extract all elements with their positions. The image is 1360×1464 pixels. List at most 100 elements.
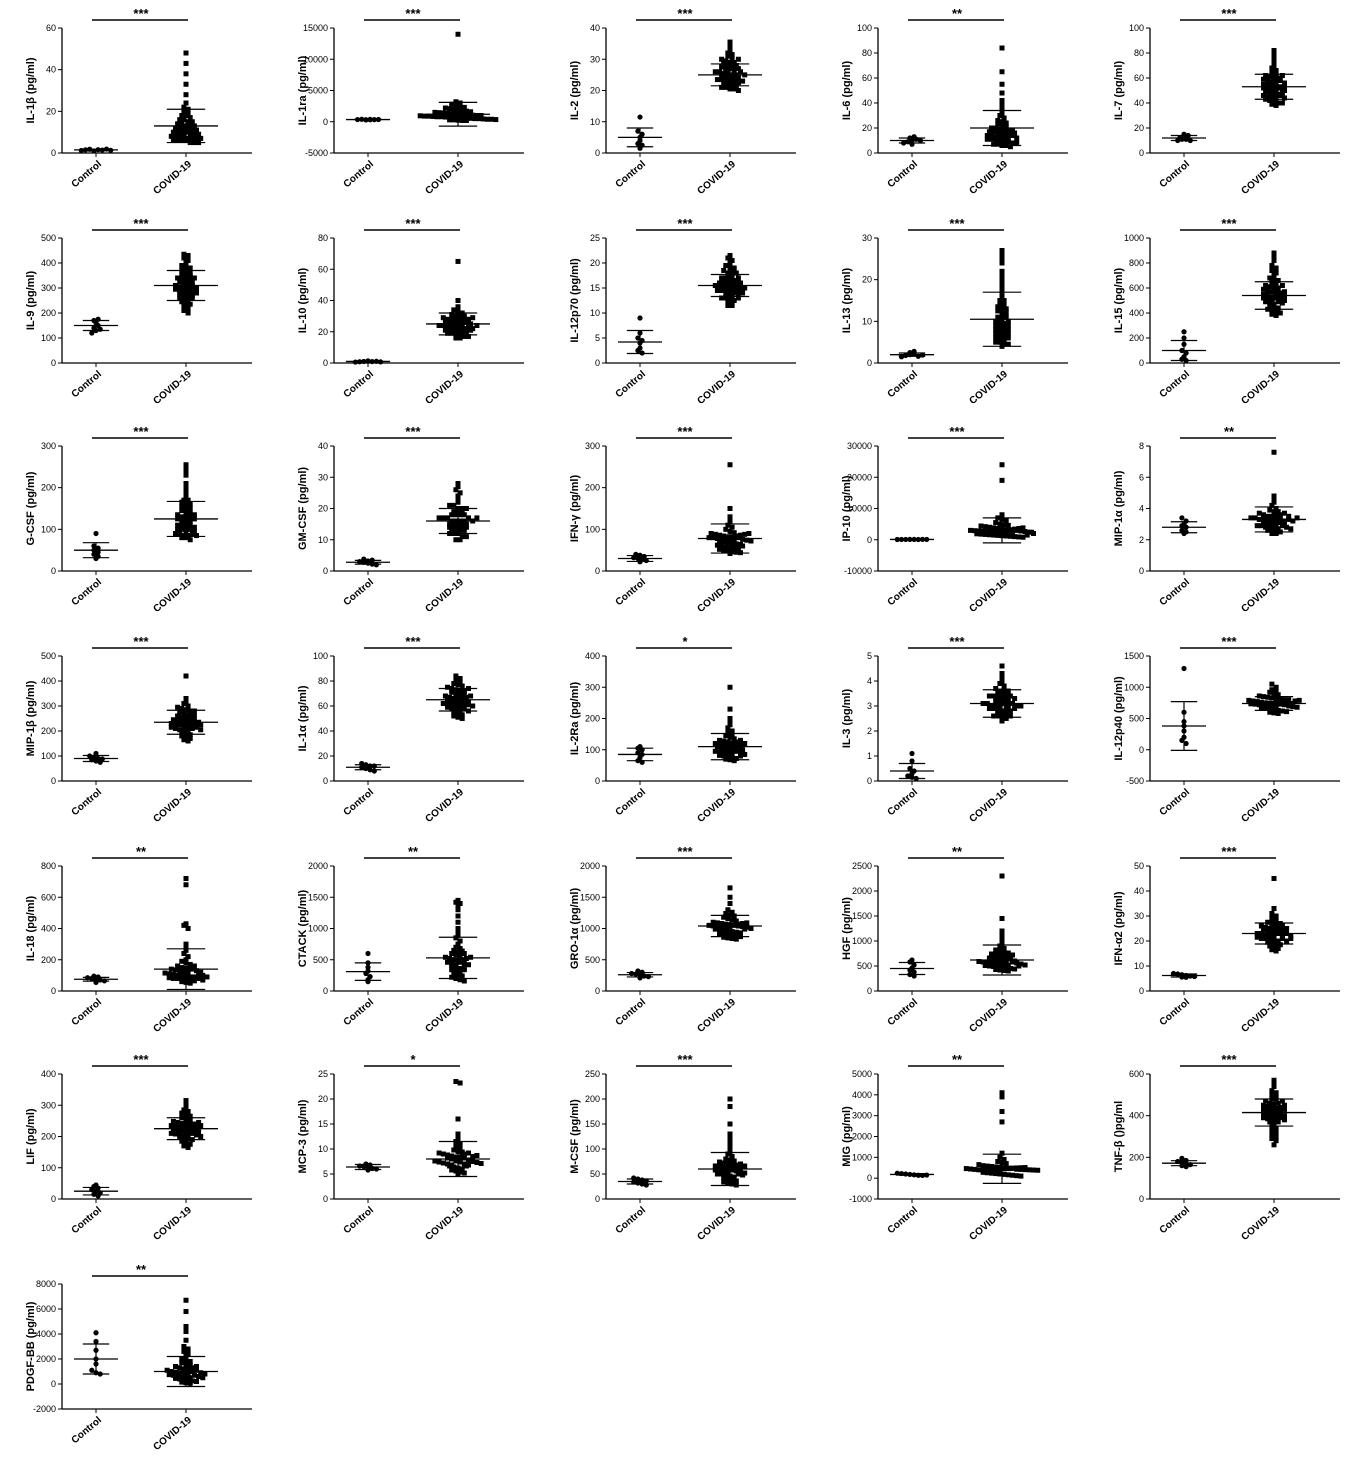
significance-label: ***: [677, 216, 693, 231]
data-point: [1003, 314, 1009, 320]
data-point: [710, 535, 716, 541]
data-point: [1269, 1127, 1275, 1133]
data-point: [980, 959, 986, 965]
chart-svg: 0 100 200 300 IFN-γ (pg/ml) Control COVID-19 **…: [569, 424, 796, 615]
y-tick-label: 200: [41, 308, 56, 318]
data-point: [453, 527, 459, 533]
data-point: [991, 964, 997, 969]
data-point: [455, 496, 461, 502]
data-point: [445, 1152, 450, 1158]
data-point: [449, 1162, 455, 1168]
category-label-covid-19: COVID-19: [152, 787, 195, 825]
data-point: [1273, 929, 1279, 935]
y-axis-label: IP-10 (pg/ml): [841, 475, 853, 541]
data-point: [1035, 1167, 1041, 1173]
data-point: [1269, 1088, 1275, 1094]
data-point: [466, 324, 471, 330]
data-point: [1003, 120, 1009, 126]
data-point: [183, 1329, 189, 1334]
data-point: [187, 965, 193, 971]
category-label-control: Control: [70, 1415, 104, 1446]
data-point: [989, 1168, 994, 1174]
data-point: [725, 522, 731, 528]
data-point: [95, 549, 101, 555]
data-point: [453, 487, 459, 493]
data-point: [742, 531, 748, 537]
category-label-covid-19: COVID-19: [696, 577, 739, 615]
data-point: [991, 129, 997, 135]
data-point: [191, 524, 197, 530]
data-point: [91, 325, 97, 331]
data-point: [999, 928, 1005, 934]
data-point: [984, 1163, 990, 1169]
data-point: [1284, 709, 1290, 715]
data-point: [183, 734, 189, 740]
y-axis-label: PDGF-BB (pg/ml): [25, 1301, 37, 1391]
data-point: [1275, 75, 1281, 81]
y-tick-label: 0: [51, 1194, 56, 1204]
data-point: [717, 931, 722, 936]
data-point: [1282, 1117, 1287, 1123]
significance-label: ***: [133, 1052, 149, 1067]
data-point: [476, 116, 482, 122]
data-point: [738, 532, 743, 538]
data-point: [727, 462, 733, 468]
data-point: [1275, 278, 1281, 283]
data-point: [185, 110, 191, 116]
data-point: [731, 747, 737, 753]
data-point: [175, 713, 181, 719]
data-point: [727, 1121, 733, 1127]
data-point: [451, 1147, 457, 1153]
data-point: [999, 248, 1005, 253]
data-point: [194, 1367, 199, 1373]
data-point: [1254, 934, 1260, 940]
data-point: [725, 1176, 731, 1182]
data-point: [980, 1163, 986, 1169]
y-tick-label: 60: [46, 23, 56, 33]
data-point: [999, 938, 1005, 944]
chart-panel-27: 0 50 100 150 200 250 M-CSF (pg/ml) Control COVID…: [544, 1046, 816, 1254]
data-point: [1290, 704, 1296, 710]
data-point: [738, 1164, 743, 1170]
data-point: [1007, 713, 1013, 719]
data-point: [451, 106, 457, 112]
data-point: [1269, 308, 1275, 313]
data-point: [712, 69, 718, 75]
data-point: [453, 673, 459, 679]
data-point: [185, 281, 191, 287]
data-point: [993, 318, 999, 324]
data-point: [993, 1164, 999, 1170]
data-point: [706, 535, 712, 541]
data-point: [185, 712, 191, 718]
data-point: [449, 689, 455, 695]
category-label-covid-19: COVID-19: [968, 1205, 1011, 1243]
category-label-covid-19: COVID-19: [152, 369, 195, 407]
data-point: [1267, 926, 1273, 931]
data-point: [432, 1158, 438, 1164]
data-point: [453, 678, 459, 684]
data-point: [1269, 1109, 1275, 1114]
data-point: [717, 546, 722, 552]
data-point: [1273, 918, 1279, 924]
data-point: [1277, 294, 1283, 300]
y-tick-label: 20: [590, 86, 600, 96]
data-point: [1001, 530, 1007, 536]
category-label-control: Control: [1158, 369, 1192, 400]
data-point: [905, 773, 911, 779]
y-tick-label: 0: [595, 148, 600, 158]
data-point: [729, 755, 735, 761]
data-point: [449, 512, 455, 518]
data-point: [1271, 499, 1277, 505]
data-point: [1263, 932, 1269, 938]
data-point: [989, 1164, 994, 1169]
data-point: [1273, 506, 1279, 511]
data-point: [1007, 966, 1013, 971]
data-point: [1267, 74, 1273, 80]
chart-panel-0: 0 20 40 60 IL-1β (pg/ml) Control COVID-19 ***: [0, 0, 272, 208]
data-point: [459, 534, 465, 540]
y-tick-label: 100: [41, 333, 56, 343]
data-point: [986, 532, 992, 538]
data-point: [733, 929, 739, 935]
chart-svg: 0 100 200 300 400 IL-2Ra (pg/ml) Control COVID-…: [569, 634, 796, 825]
data-point: [1282, 95, 1287, 101]
